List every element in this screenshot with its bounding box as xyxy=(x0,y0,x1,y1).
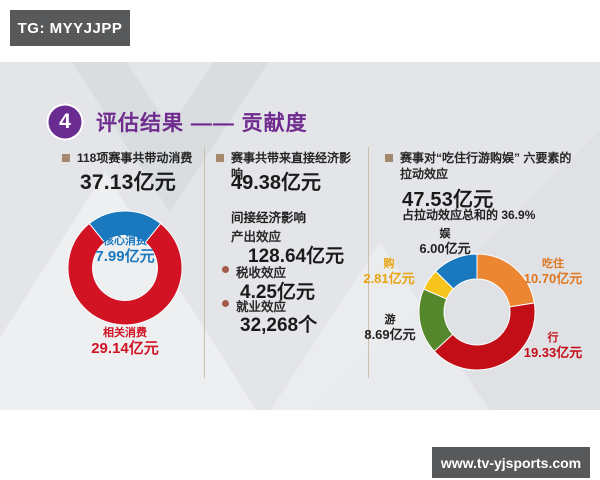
column-divider xyxy=(368,147,369,378)
segment-name: 相关消费 xyxy=(103,327,147,339)
tax-effect-row: 税收效应 xyxy=(222,262,286,281)
column-divider xyxy=(204,147,205,378)
section-title: 4 评估结果 —— 贡献度 xyxy=(46,103,308,141)
output-effect-label: 产出效应 xyxy=(231,230,282,244)
stat-six-elements-header: 赛事对“吃住行游购娱” 六要素的拉动效应 xyxy=(385,151,585,182)
segment-name: 娱 xyxy=(439,228,451,240)
square-bullet-icon xyxy=(62,154,70,162)
six-elements-donut-chart xyxy=(418,253,536,371)
segment-name: 购 xyxy=(383,258,395,270)
donut2-label-shopping: 购 2.81亿元 xyxy=(354,258,424,287)
indirect-economy-title: 间接经济影响 xyxy=(231,211,307,225)
donut2-label-travel: 行 19.33亿元 xyxy=(518,332,588,361)
consumption-donut-chart xyxy=(67,210,183,326)
round-bullet-icon xyxy=(222,300,229,307)
telegram-badge: TG: MYYJJPP xyxy=(10,10,130,46)
output-effect-value: 128.64亿元 xyxy=(248,246,345,267)
segment-value: 19.33亿元 xyxy=(523,345,583,361)
segment-value: 2.81亿元 xyxy=(363,271,415,287)
round-bullet-icon xyxy=(222,266,229,273)
donut1-label-core: 核心消费 7.99亿元 xyxy=(75,235,175,266)
website-badge: www.tv-yjsports.com xyxy=(432,447,590,478)
segment-name: 行 xyxy=(547,332,559,344)
donut2-label-food-lodging: 吃住 10.70亿元 xyxy=(518,258,588,287)
donut2-label-entertainment: 娱 6.00亿元 xyxy=(410,228,480,257)
segment-name: 吃住 xyxy=(542,258,564,270)
slide-background xyxy=(0,62,600,410)
donut1-label-related: 相关消费 29.14亿元 xyxy=(75,327,175,358)
stat-direct-economy-value: 49.38亿元 xyxy=(231,172,322,194)
segment-value: 6.00亿元 xyxy=(419,241,471,257)
employment-effect-value: 32,268个 xyxy=(240,315,318,336)
stat-label: 赛事共带来直接经济影响 xyxy=(231,151,352,181)
stat-consumption-value: 37.13亿元 xyxy=(80,171,176,194)
donut2-label-tour: 游 8.69亿元 xyxy=(355,314,425,343)
stat-six-elements-value: 47.53亿元 xyxy=(402,189,494,211)
stat-consumption-header: 118项赛事共带动消费 xyxy=(62,151,202,167)
tax-effect-label: 税收效应 xyxy=(236,266,287,280)
square-bullet-icon xyxy=(216,154,224,162)
segment-value: 29.14亿元 xyxy=(91,340,159,358)
square-bullet-icon xyxy=(385,154,393,162)
stat-label: 118项赛事共带动消费 xyxy=(77,151,193,165)
segment-value: 7.99亿元 xyxy=(95,248,155,266)
tax-effect-value: 4.25亿元 xyxy=(240,282,315,303)
segment-name: 游 xyxy=(384,314,396,326)
segment-value: 10.70亿元 xyxy=(523,271,583,287)
section-number-circle: 4 xyxy=(46,103,84,141)
page-title: 评估结果 —— 贡献度 xyxy=(96,112,308,135)
stat-six-elements-note: 占拉动效应总和的 36.9% xyxy=(402,208,536,222)
stat-direct-economy-header: 赛事共带来直接经济影响 xyxy=(216,151,361,182)
segment-value: 8.69亿元 xyxy=(364,327,416,343)
employment-effect-label: 就业效应 xyxy=(236,300,287,314)
stat-label: 赛事对“吃住行游购娱” 六要素的拉动效应 xyxy=(400,151,572,181)
employment-effect-row: 就业效应 xyxy=(222,296,286,315)
segment-name: 核心消费 xyxy=(103,235,147,247)
